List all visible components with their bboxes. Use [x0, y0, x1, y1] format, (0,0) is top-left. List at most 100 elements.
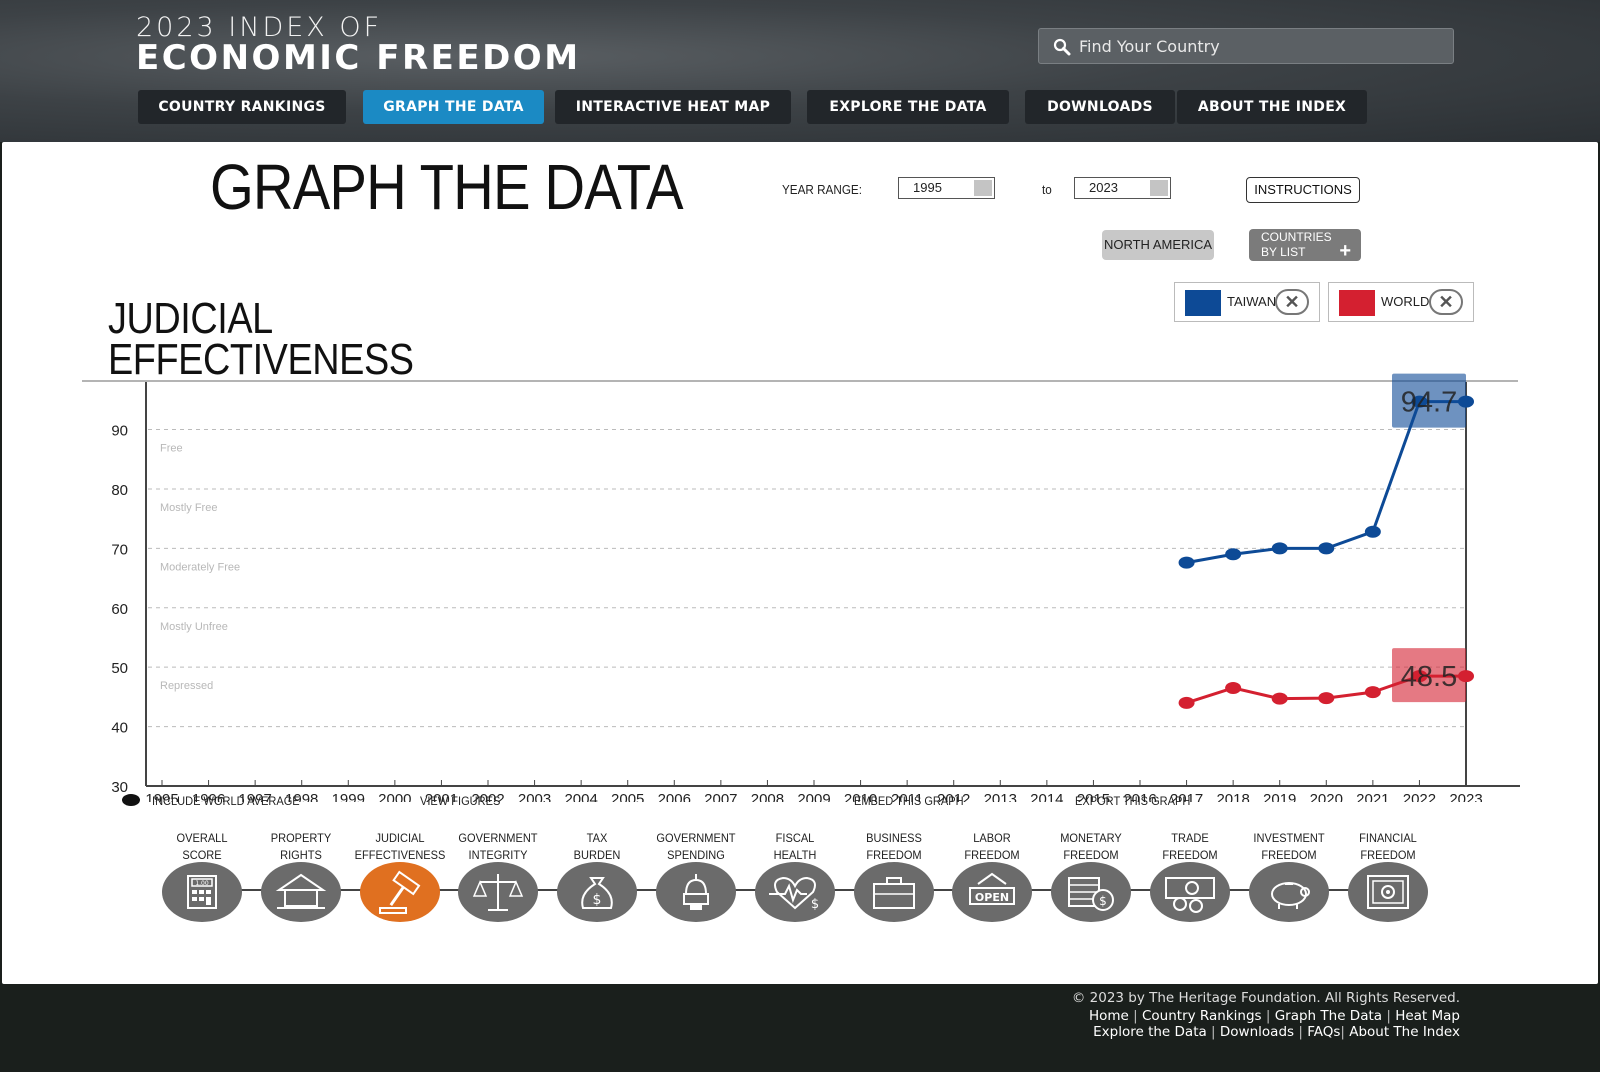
category-button[interactable] [1248, 862, 1329, 922]
include-world-average-label[interactable]: INCLUDE WORLD AVERAGE [152, 794, 300, 808]
heartbeat-icon: $ [768, 876, 819, 912]
category-label-line1: MONETARY [1060, 831, 1122, 845]
category-label: BUSINESS FREEDOM [840, 830, 947, 864]
footer-link-home[interactable]: Home [1088, 1008, 1129, 1024]
x-tick-label: 2011 [891, 791, 923, 802]
category-button[interactable] [260, 862, 341, 922]
year-from-select[interactable]: 1995 [898, 177, 995, 199]
region-north-america-button[interactable]: NORTH AMERICA [1102, 230, 1214, 260]
year-to-select[interactable]: 2023 [1074, 177, 1171, 199]
x-tick-label: 2012 [937, 791, 970, 802]
svg-text:$: $ [811, 897, 819, 912]
category-button[interactable] [359, 862, 440, 922]
category-label-line1: OVERALL [176, 831, 228, 845]
data-point-taiwan [1364, 525, 1381, 538]
category-button[interactable]: $ [557, 862, 638, 922]
data-point-world [1225, 681, 1242, 694]
category-button[interactable] [1150, 862, 1230, 922]
countries-by-list-line1: COUNTRIES [1261, 230, 1332, 244]
category-label: INVESTMENT FREEDOM [1235, 830, 1342, 864]
category-label-line2: INTEGRITY [468, 848, 528, 862]
year-from-value: 1995 [913, 180, 942, 195]
category-label-line1: FINANCIAL [1358, 831, 1417, 845]
data-point-world [1411, 670, 1428, 683]
nav-downloads[interactable]: DOWNLOADS [1025, 90, 1175, 124]
y-tick-label: 40 [111, 720, 128, 737]
x-tick-label: 2017 [1170, 791, 1203, 802]
year-from-handle[interactable] [974, 180, 992, 196]
money-bag-icon: $ [581, 877, 613, 909]
category-button[interactable] [853, 862, 934, 922]
view-figures-link[interactable]: VIEW FIGURES [420, 794, 501, 808]
countries-by-list-line2: BY LIST [1261, 245, 1306, 259]
footer-links-row2: Explore the Data | Downloads | FAQs| Abo… [1093, 1024, 1460, 1040]
nav-graph-the-data[interactable]: GRAPH THE DATA [363, 90, 544, 124]
logo-title-bottom[interactable]: ECONOMIC FREEDOM [136, 38, 581, 78]
footer-link-country-rankings[interactable]: Country Rankings [1142, 1008, 1262, 1024]
category-button[interactable]: $ [1051, 862, 1132, 922]
year-range-label: YEAR RANGE: [782, 182, 862, 197]
x-tick-label: 2003 [518, 791, 551, 802]
page-title: GRAPH THE DATA [210, 151, 684, 223]
logo-title-top[interactable]: 2023 INDEX OF [136, 12, 383, 43]
svg-text:$: $ [593, 892, 602, 908]
category-label-line2: FREEDOM [964, 848, 1020, 862]
x-tick-label: 2013 [984, 791, 1017, 802]
footer-link-downloads[interactable]: Downloads [1219, 1024, 1295, 1040]
data-point-taiwan [1271, 542, 1288, 555]
include-world-radio[interactable] [122, 794, 140, 806]
country-search[interactable] [1038, 28, 1454, 64]
category-button[interactable] [458, 862, 539, 922]
nav-about-the-index[interactable]: ABOUT THE INDEX [1177, 90, 1367, 124]
instructions-button[interactable]: INSTRUCTIONS [1246, 177, 1360, 203]
gavel-icon [378, 870, 420, 914]
embed-graph-link[interactable]: EMBED THIS GRAPH [854, 794, 964, 808]
nav-explore-the-data[interactable]: EXPLORE THE DATA [807, 90, 1009, 124]
calculator-icon: 1.00 [187, 875, 217, 909]
x-tick-label: 2000 [378, 791, 411, 802]
footer-link-faqs[interactable]: FAQs [1307, 1024, 1341, 1040]
category-label-line1: INVESTMENT [1253, 831, 1325, 845]
category-label-line1: PROPERTY [270, 831, 332, 845]
remove-taiwan-close-icon[interactable]: ✕ [1275, 289, 1309, 315]
chart-title-line1: JUDICIAL [108, 294, 273, 343]
plus-icon: + [1339, 240, 1351, 262]
category-label: JUDICIAL EFFECTIVENESS [346, 830, 453, 864]
x-tick-label: 2016 [1123, 791, 1156, 802]
export-graph-link[interactable]: EXPORT THIS GRAPH [1075, 794, 1191, 808]
countries-by-list-button[interactable]: COUNTRIES BY LIST + [1249, 229, 1361, 261]
y-tick-label: 70 [111, 541, 128, 558]
category-label-line1: TAX [586, 831, 608, 845]
footer-link-about-the-index[interactable]: About The Index [1349, 1024, 1460, 1040]
category-button[interactable] [1347, 862, 1428, 922]
category-button[interactable]: 1.00 [162, 862, 242, 922]
category-label-line2: FREEDOM [1261, 848, 1317, 862]
category-button[interactable]: OPEN [952, 862, 1033, 922]
category-button[interactable] [656, 862, 736, 922]
briefcase-icon [872, 877, 915, 909]
footer-link-explore-the-data[interactable]: Explore the Data [1093, 1024, 1207, 1040]
footer-link-graph-the-data[interactable]: Graph The Data [1274, 1008, 1383, 1024]
safe-icon [1366, 875, 1409, 909]
nav-interactive-heat-map[interactable]: INTERACTIVE HEAT MAP [555, 90, 791, 124]
year-to-handle[interactable] [1150, 180, 1168, 196]
nav-country-rankings[interactable]: COUNTRY RANKINGS [138, 90, 346, 124]
data-point-taiwan [1458, 395, 1474, 408]
category-button[interactable]: $ [754, 862, 835, 922]
footer-links-row1: Home | Country Rankings | Graph The Data… [1088, 1008, 1460, 1024]
x-tick-label: 2007 [704, 791, 737, 802]
category-label: PROPERTY RIGHTS [247, 830, 354, 864]
category-label: GOVERNMENT SPENDING [643, 830, 750, 864]
remove-world-close-icon[interactable]: ✕ [1429, 289, 1463, 315]
category-label: FINANCIAL FREEDOM [1334, 830, 1441, 864]
search-input[interactable] [1079, 29, 1449, 63]
data-point-taiwan [1318, 542, 1335, 555]
band-label: Mostly Unfree [160, 621, 228, 633]
category-label: OVERALL SCORE [149, 830, 256, 864]
band-label: Mostly Free [160, 502, 217, 514]
legend-label-taiwan: TAIWAN [1227, 294, 1277, 309]
band-label: Repressed [160, 680, 213, 692]
footer-link-heat-map[interactable]: Heat Map [1395, 1008, 1460, 1024]
to-label: to [1042, 182, 1052, 197]
x-tick-label: 2014 [1030, 791, 1063, 802]
